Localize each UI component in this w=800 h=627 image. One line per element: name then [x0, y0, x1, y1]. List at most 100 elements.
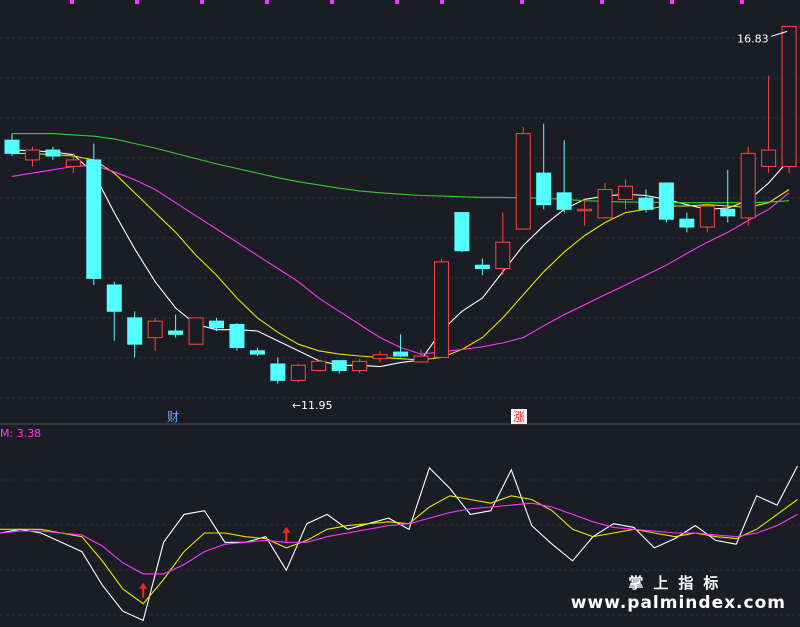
candle-body: [270, 363, 286, 381]
candle: [454, 212, 470, 253]
candle-body: [515, 133, 531, 230]
watermark-url: www.palmindex.com: [570, 593, 786, 613]
candle-body: [638, 197, 654, 210]
scale-dot: [670, 0, 674, 4]
candle-body: [597, 189, 613, 219]
candle: [331, 359, 347, 374]
scale-dot: [440, 0, 444, 4]
candle: [720, 169, 736, 223]
scale-dot: [395, 0, 399, 4]
candle-body: [761, 149, 777, 168]
candle: [597, 182, 613, 219]
indicator-title: M: 3.38: [0, 427, 41, 440]
candle: [106, 281, 122, 341]
candle: [413, 349, 429, 363]
candle: [147, 317, 163, 351]
candle: [24, 146, 40, 167]
candle-body: [147, 320, 163, 339]
indicator-line-1: [0, 465, 798, 622]
candle: [556, 140, 572, 213]
candle: [679, 212, 695, 233]
candle: [577, 199, 593, 226]
candle-body: [658, 182, 674, 220]
candle: [658, 182, 674, 223]
event-marker-left: 财: [167, 410, 179, 424]
candle-body: [331, 360, 347, 372]
candle-body: [393, 351, 409, 357]
candle: [188, 317, 204, 345]
candle: [474, 258, 490, 276]
candle: [4, 133, 20, 156]
scale-dot: [520, 0, 524, 4]
candle-body: [209, 320, 224, 329]
candle-body: [311, 360, 327, 372]
candles: [4, 25, 797, 384]
candle-body: [168, 330, 184, 335]
candle-body: [781, 25, 797, 168]
candle: [209, 317, 224, 332]
candle-body: [4, 139, 20, 154]
candle: [699, 204, 715, 233]
candle-body: [474, 264, 490, 270]
event-marker-right-bg: [511, 409, 527, 424]
candle-body: [65, 159, 81, 168]
candle-body: [433, 261, 449, 358]
candle-body: [720, 208, 736, 217]
candle: [249, 347, 265, 357]
candle: [372, 350, 388, 363]
candle-body: [24, 149, 40, 161]
candle-body: [495, 241, 511, 270]
candle: [740, 146, 756, 226]
candle: [311, 359, 327, 372]
candle-body: [249, 350, 265, 355]
low-price-label: ←11.95: [292, 399, 333, 412]
candle-body: [106, 284, 122, 312]
candle-body: [556, 192, 572, 210]
candle-body: [618, 185, 633, 200]
candle-body: [188, 317, 204, 345]
candle-body: [290, 364, 306, 381]
watermark: 掌上指标 www.palmindex.com: [571, 572, 786, 613]
indicator-line-2: [0, 495, 798, 605]
grid-lines: [0, 37, 800, 616]
candle: [536, 123, 552, 210]
candle: [86, 143, 102, 285]
candle: [168, 314, 184, 338]
candle-body: [372, 354, 388, 360]
indicator-line-3: [0, 502, 798, 575]
candle: [781, 25, 797, 174]
scale-dot: [740, 0, 744, 4]
high-price-label: 16.83: [737, 32, 769, 45]
candle-body: [536, 172, 552, 206]
candle: [290, 363, 306, 383]
candle: [638, 189, 654, 213]
candle-body: [127, 317, 143, 345]
candle: [65, 153, 81, 174]
candle: [761, 75, 777, 174]
signal-arrow-head: [139, 582, 148, 589]
candle-body: [679, 218, 695, 228]
candle: [433, 258, 449, 358]
scale-dot: [600, 0, 604, 4]
candle-body: [86, 159, 102, 279]
candle: [127, 311, 143, 358]
signal-arrow: [282, 526, 291, 542]
signal-arrow-head: [282, 526, 291, 533]
candle-body: [45, 149, 61, 157]
scale-dot: [70, 0, 74, 4]
candle: [270, 357, 286, 384]
candle: [515, 127, 531, 230]
candle-body: [413, 355, 429, 363]
scale-dot: [330, 0, 334, 4]
candle-body: [577, 208, 593, 212]
candle: [495, 212, 511, 276]
candle-body: [699, 205, 715, 228]
event-marker-right: 涨: [513, 409, 525, 424]
candle-body: [454, 212, 470, 252]
scale-dot: [265, 0, 269, 4]
candle-body: [229, 323, 245, 348]
candle: [352, 358, 368, 374]
candle: [618, 179, 633, 210]
watermark-title: 掌上指标: [628, 574, 729, 592]
